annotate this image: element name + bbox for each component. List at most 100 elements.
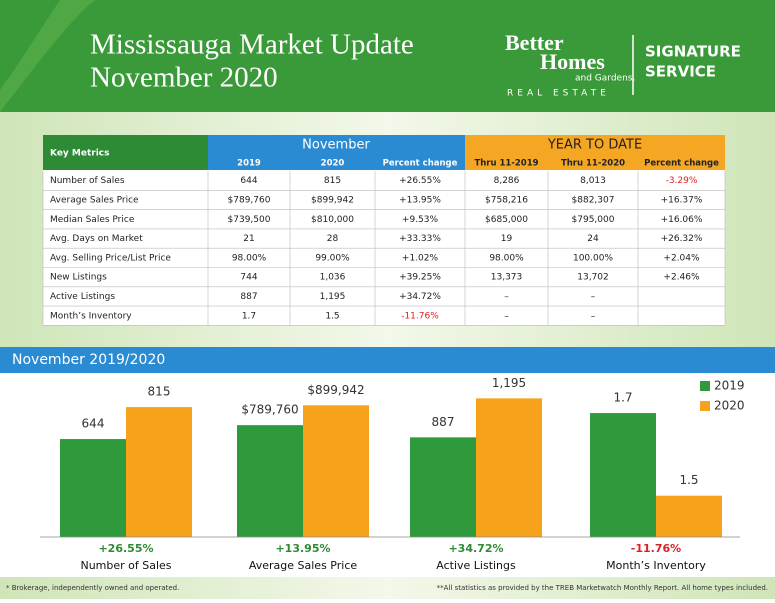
- chart-band: [0, 347, 775, 373]
- panel-label: Active Listings: [436, 559, 516, 572]
- legend-label: 2019: [714, 379, 745, 393]
- cell: +9.53%: [402, 215, 439, 225]
- cell: 13,373: [491, 273, 523, 283]
- table: Key Metrics November YEAR TO DATE 2019 2020 P…: [42, 135, 726, 326]
- service: SERVICE: [645, 63, 716, 81]
- cell: $789,760: [228, 195, 271, 205]
- cell: 99.00%: [315, 253, 350, 263]
- cell: $795,000: [572, 215, 615, 225]
- change: -11.76%: [631, 542, 681, 555]
- cell: 1.7: [242, 311, 256, 321]
- change: +26.55%: [98, 542, 153, 555]
- subheader: Thru 11-2020: [561, 159, 625, 169]
- cell: $810,000: [311, 215, 354, 225]
- cell: 98.00%: [489, 253, 524, 263]
- value-label: $789,760: [241, 403, 298, 417]
- subheader: 2019: [237, 159, 261, 169]
- cell: +1.02%: [402, 253, 439, 263]
- cell: Month’s Inventory: [50, 311, 132, 321]
- subheader: 2020: [321, 159, 345, 169]
- cell: 13,702: [577, 273, 609, 283]
- cell: 1,036: [320, 273, 346, 283]
- chart-title: November 2019/2020: [12, 352, 165, 368]
- key-head-text: Key Metrics: [50, 149, 110, 159]
- value-label: $899,942: [307, 383, 364, 397]
- legend-label: 2020: [714, 399, 745, 413]
- cell: –: [504, 292, 509, 302]
- bar: [237, 425, 303, 537]
- subheader: Percent change: [644, 159, 719, 169]
- cell: 24: [587, 234, 599, 244]
- cell: –: [591, 292, 596, 302]
- change: +13.95%: [275, 542, 330, 555]
- cell: $685,000: [485, 215, 528, 225]
- value-label: 1.7: [613, 391, 632, 405]
- cell: 19: [501, 234, 513, 244]
- brand: Homes: [540, 49, 605, 74]
- panel-label: Month’s Inventory: [606, 559, 706, 572]
- bar: [656, 495, 722, 537]
- cell: 1.5: [325, 311, 339, 321]
- bar: [60, 439, 126, 537]
- title: Mississauga Market Update: [90, 29, 414, 61]
- footnote: * Brokerage, independently owned and ope…: [6, 584, 179, 592]
- cell: +34.72%: [399, 292, 441, 302]
- bar: [476, 398, 542, 537]
- cell: Avg. Selling Price/List Price: [50, 253, 171, 263]
- bar: [410, 437, 476, 537]
- cell: +13.95%: [399, 195, 441, 205]
- cell: Active Listings: [50, 292, 115, 302]
- cell: +2.04%: [663, 253, 700, 263]
- title: November 2020: [90, 62, 278, 94]
- cell: +16.06%: [661, 215, 703, 225]
- legend-swatch: [700, 401, 710, 411]
- decor: [0, 0, 95, 112]
- ytd-head: [465, 135, 725, 170]
- cell: $739,500: [228, 215, 271, 225]
- cell: Average Sales Price: [50, 195, 139, 205]
- value-label: 815: [148, 385, 171, 399]
- cell: 98.00%: [232, 253, 267, 263]
- ytd-head-text: YEAR TO DATE: [547, 138, 642, 153]
- footnote: **All statistics as provided by the TREB…: [437, 584, 768, 592]
- change: +34.72%: [448, 542, 503, 555]
- bar: [126, 407, 192, 537]
- cell: –: [591, 311, 596, 321]
- cell: -11.76%: [401, 311, 439, 321]
- cell: 28: [327, 234, 339, 244]
- cell: -3.29%: [666, 176, 698, 186]
- cell: Number of Sales: [50, 176, 125, 186]
- nov-head-text: November: [302, 138, 370, 153]
- cell: 1,195: [320, 292, 346, 302]
- bar: [303, 405, 369, 537]
- brand: Better: [505, 30, 564, 55]
- cell: –: [504, 311, 509, 321]
- value-label: 1.5: [679, 473, 698, 487]
- cell: Avg. Days on Market: [50, 234, 143, 244]
- cell: +26.32%: [661, 234, 703, 244]
- panel-label: Number of Sales: [80, 559, 171, 572]
- cell: 8,286: [494, 176, 520, 186]
- cell: New Listings: [50, 273, 107, 283]
- chart: 644 815 +26.55% Number of Sales $789,760 $899…: [40, 376, 745, 572]
- value-label: 644: [82, 417, 105, 431]
- cell: $882,307: [572, 195, 615, 205]
- cell: 8,013: [580, 176, 606, 186]
- panel-label: Average Sales Price: [249, 559, 358, 572]
- cell: +26.55%: [399, 176, 441, 186]
- cell: +2.46%: [663, 273, 700, 283]
- bar: [590, 413, 656, 537]
- cell: +16.37%: [661, 195, 703, 205]
- service: SIGNATURE: [645, 43, 741, 61]
- cell: 887: [240, 292, 257, 302]
- cell: 21: [243, 234, 254, 244]
- cell: 100.00%: [573, 253, 613, 263]
- header-band: [0, 0, 775, 112]
- value-label: 1,195: [492, 376, 526, 390]
- brand: and Gardens.: [575, 74, 635, 84]
- nov-head: [208, 135, 465, 170]
- cell: Median Sales Price: [50, 215, 135, 225]
- cell: 744: [240, 273, 257, 283]
- subheader: Percent change: [383, 159, 458, 169]
